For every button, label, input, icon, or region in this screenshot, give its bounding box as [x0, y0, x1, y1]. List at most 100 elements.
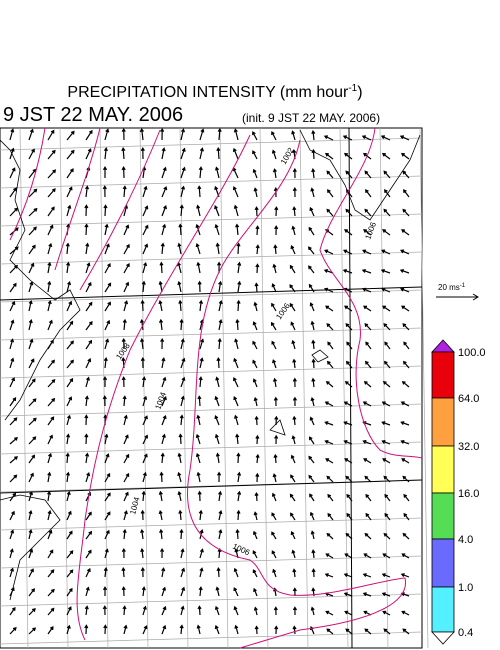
colorbar-top: [431, 339, 455, 353]
wind-arrow: [9, 626, 17, 635]
coastline: [299, 129, 421, 221]
wind-arrow: [158, 509, 163, 521]
wind-arrow: [123, 453, 130, 464]
wind-arrow: [402, 360, 410, 369]
wind-arrow: [292, 606, 298, 616]
wind-arrow: [180, 376, 186, 388]
wind-arrow: [292, 377, 297, 388]
wind-arrow: [47, 261, 52, 274]
wind-arrow: [66, 130, 75, 141]
wind-arrow: [66, 606, 72, 616]
wind-arrow: [123, 262, 130, 274]
wind-arrow: [383, 208, 391, 217]
wind-arrow: [121, 567, 126, 578]
wind-arrow: [180, 548, 185, 559]
wind-scale: 20 ms-1: [436, 283, 479, 301]
wind-arrow: [197, 605, 202, 616]
wind-arrow: [9, 456, 18, 464]
wind-arrow: [9, 128, 15, 141]
wind-arrow: [381, 573, 391, 578]
wind-arrow: [215, 376, 220, 388]
wind-arrow: [198, 509, 203, 521]
wind-arrow: [361, 135, 372, 141]
wind-arrow: [364, 628, 372, 635]
wind-arrow: [236, 509, 241, 521]
wind-arrow: [290, 321, 296, 331]
wind-arrow: [254, 415, 259, 426]
wind-arrow: [28, 588, 35, 597]
wind-arrow: [383, 628, 391, 635]
meridian: [59, 127, 69, 649]
wind-arrow: [308, 436, 315, 445]
wind-arrow: [47, 434, 53, 445]
meridian: [99, 127, 109, 649]
wind-arrow: [85, 320, 93, 331]
wind-arrow: [254, 491, 259, 502]
wind-arrow: [327, 341, 334, 350]
wind-arrow: [235, 528, 240, 540]
meridian: [299, 127, 309, 649]
wind-arrow: [311, 568, 316, 578]
wind-arrow: [255, 472, 260, 483]
wind-arrow: [123, 434, 129, 445]
wind-arrow: [28, 226, 37, 236]
wind-arrow: [253, 301, 258, 312]
wind-arrow: [271, 531, 277, 540]
wind-arrow: [363, 380, 372, 388]
wind-arrow: [216, 147, 221, 160]
wind-arrow: [123, 491, 129, 502]
wind-arrow: [103, 624, 108, 635]
wind-arrow: [85, 567, 91, 578]
wind-arrow: [255, 434, 260, 445]
wind-arrow: [399, 135, 410, 141]
wind-arrow: [66, 280, 72, 293]
colorbar-labels: 100.0 64.0 32.0 16.0 4.0 1.0 0.4: [458, 347, 486, 639]
wind-arrow: [197, 395, 202, 407]
meridian: [419, 127, 429, 649]
wind-arrow: [237, 261, 242, 274]
wind-arrow: [104, 433, 109, 445]
wind-arrow: [9, 357, 15, 369]
wind-arrow: [85, 301, 93, 312]
wind-arrow: [308, 283, 315, 293]
wind-arrow: [345, 628, 353, 635]
wind-arrow: [403, 512, 410, 521]
wind-arrow: [104, 282, 112, 293]
wind-arrow: [102, 185, 107, 198]
wind-arrow: [274, 225, 279, 236]
wind-arrow: [9, 147, 15, 160]
wind-arrow: [216, 567, 221, 578]
wind-arrow: [161, 396, 167, 407]
wind-arrow: [47, 206, 55, 217]
wind-arrow: [9, 187, 17, 198]
wind-arrow: [28, 148, 35, 160]
wind-arrow: [159, 528, 164, 540]
wind-arrow: [235, 433, 240, 445]
wind-arrow: [65, 452, 70, 464]
wind-arrow: [233, 396, 239, 407]
wind-arrow: [142, 243, 149, 255]
wind-arrow: [308, 474, 315, 483]
wind-arrow: [102, 376, 108, 387]
wind-arrow: [362, 401, 372, 407]
wind-arrow: [345, 360, 353, 369]
wind-arrow: [217, 337, 222, 350]
wind-arrow: [9, 529, 15, 540]
wind-arrow: [309, 206, 315, 217]
wind-arrow: [9, 492, 17, 502]
wind-arrow: [9, 606, 16, 616]
wind-arrow: [140, 357, 145, 369]
wind-arrow: [177, 452, 182, 464]
wind-arrow: [142, 224, 149, 236]
wind-arrow: [179, 204, 184, 217]
wind-arrow: [177, 242, 182, 255]
wind-arrow: [141, 490, 146, 502]
wind-arrow: [214, 415, 220, 426]
wind-arrow: [158, 280, 163, 293]
wind-arrow: [141, 280, 146, 293]
wind-arrow: [272, 359, 277, 369]
wind-arrow: [28, 509, 33, 521]
wind-arrow: [364, 208, 372, 217]
wind-arrow: [47, 359, 55, 369]
wind-arrow: [9, 397, 17, 407]
